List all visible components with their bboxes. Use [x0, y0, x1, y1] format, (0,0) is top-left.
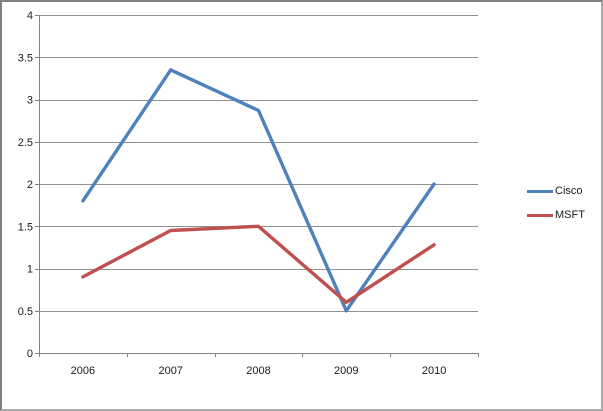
x-tick-label: 2008	[246, 365, 270, 377]
y-tick-label: 4	[27, 10, 33, 22]
series-line-cisco	[81, 68, 436, 313]
y-tick-label: 0.5	[18, 306, 33, 318]
legend-item-msft: MSFT	[527, 208, 585, 222]
y-tick-label: 3.5	[18, 52, 33, 64]
legend: Cisco MSFT	[527, 184, 585, 222]
legend-item-cisco: Cisco	[527, 184, 585, 198]
legend-line-cisco-icon	[527, 189, 553, 193]
y-tick-label: 1.5	[18, 221, 33, 233]
legend-line-msft-icon	[527, 213, 553, 217]
x-tick-label: 2009	[334, 365, 358, 377]
y-tick-label: 0	[27, 348, 33, 360]
y-tick-label: 3	[27, 95, 33, 107]
x-tick-label: 2006	[71, 365, 95, 377]
series-line-msft	[81, 224, 436, 304]
y-tick-label: 2	[27, 179, 33, 191]
y-tick-label: 1	[27, 264, 33, 276]
x-tick-label: 2007	[158, 365, 182, 377]
legend-label-cisco: Cisco	[555, 185, 583, 197]
y-tick-label: 2.5	[18, 137, 33, 149]
x-tick-label: 2010	[422, 365, 446, 377]
legend-label-msft: MSFT	[555, 209, 585, 221]
